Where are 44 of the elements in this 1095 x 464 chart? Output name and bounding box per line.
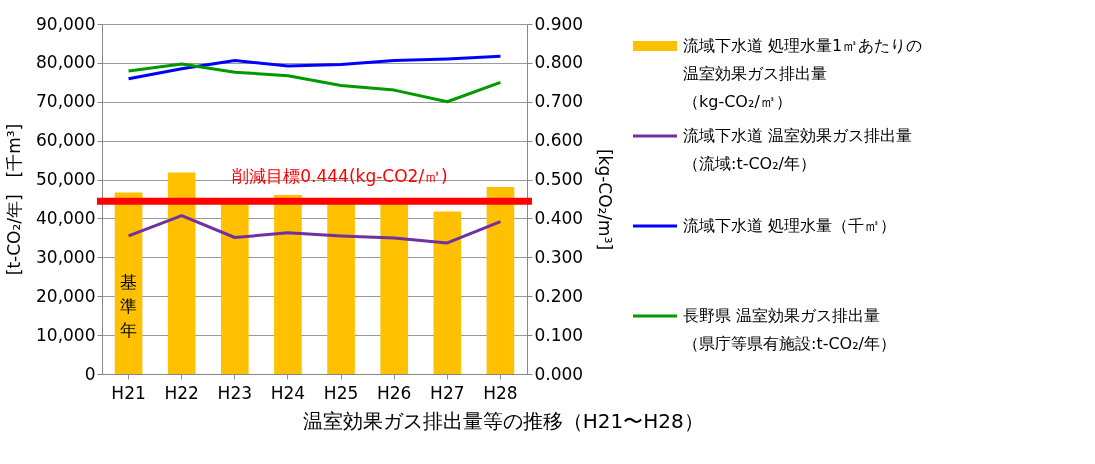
bar xyxy=(433,211,462,374)
y2-tick-label: 0.300 xyxy=(534,246,584,267)
y2-tick-label: 0.800 xyxy=(534,52,584,73)
y2-tick-label: 0.400 xyxy=(534,207,584,228)
y-tick-label: 0 xyxy=(84,363,96,384)
y2-tick-label: 0.600 xyxy=(534,130,584,151)
x-tick-label: H24 xyxy=(270,382,306,403)
y2-axis-title: [kg-CO₂/m³] xyxy=(595,148,616,251)
line-series xyxy=(127,62,502,104)
y-tick-label: 20,000 xyxy=(36,285,96,306)
y-tick-label: 10,000 xyxy=(36,324,96,345)
x-tick-label: H21 xyxy=(111,382,146,403)
y2-tick-label: 0.500 xyxy=(534,169,584,190)
y2-tick-label: 0.000 xyxy=(534,363,584,384)
x-tick-label: H22 xyxy=(164,382,199,403)
y-tick-label: 70,000 xyxy=(36,91,96,112)
legend-label: 流域下水道 処理水量（千㎥） xyxy=(683,216,897,235)
bar xyxy=(486,186,515,374)
y2-tick-label: 0.900 xyxy=(534,13,584,34)
line-series xyxy=(127,214,502,245)
y-tick-label: 90,000 xyxy=(36,13,96,34)
bar xyxy=(274,195,302,374)
x-tick-label: H26 xyxy=(376,382,412,403)
y-tick-label: 80,000 xyxy=(36,52,96,73)
legend-label: 流域下水道 処理水量1㎥あたりの温室効果ガス排出量（kg-CO₂/㎥） xyxy=(683,36,923,111)
annotation: 基準年 xyxy=(120,272,138,340)
text: 温室効果ガス排出量等の推移（H21〜H28） xyxy=(302,408,704,433)
ref-line-label: 削減目標0.444(kg-CO2/㎥) xyxy=(232,166,448,187)
y-tick-label: 60,000 xyxy=(36,130,96,151)
y-tick-label: 40,000 xyxy=(36,207,96,228)
y-axis-title: [t-CO₂/年] [千m³] xyxy=(4,123,25,276)
x-tick-label: H25 xyxy=(323,382,359,403)
legend-label: 流域下水道 温室効果ガス排出量（流域:t-CO₂/年） xyxy=(683,126,913,173)
y2-tick-label: 0.100 xyxy=(534,324,584,345)
x-tick-label: H23 xyxy=(217,382,253,403)
y2-tick-label: 0.700 xyxy=(534,91,584,112)
y-tick-label: 50,000 xyxy=(36,169,96,190)
y-tick-label: 30,000 xyxy=(36,246,96,267)
legend-label: 長野県 温室効果ガス排出量（県庁等県有施設:t-CO₂/年） xyxy=(683,306,897,353)
line-series xyxy=(127,54,502,81)
x-tick-label: H28 xyxy=(483,382,518,403)
x-tick-label: H27 xyxy=(430,382,465,403)
bar xyxy=(167,172,196,374)
y2-tick-label: 0.200 xyxy=(534,285,584,306)
